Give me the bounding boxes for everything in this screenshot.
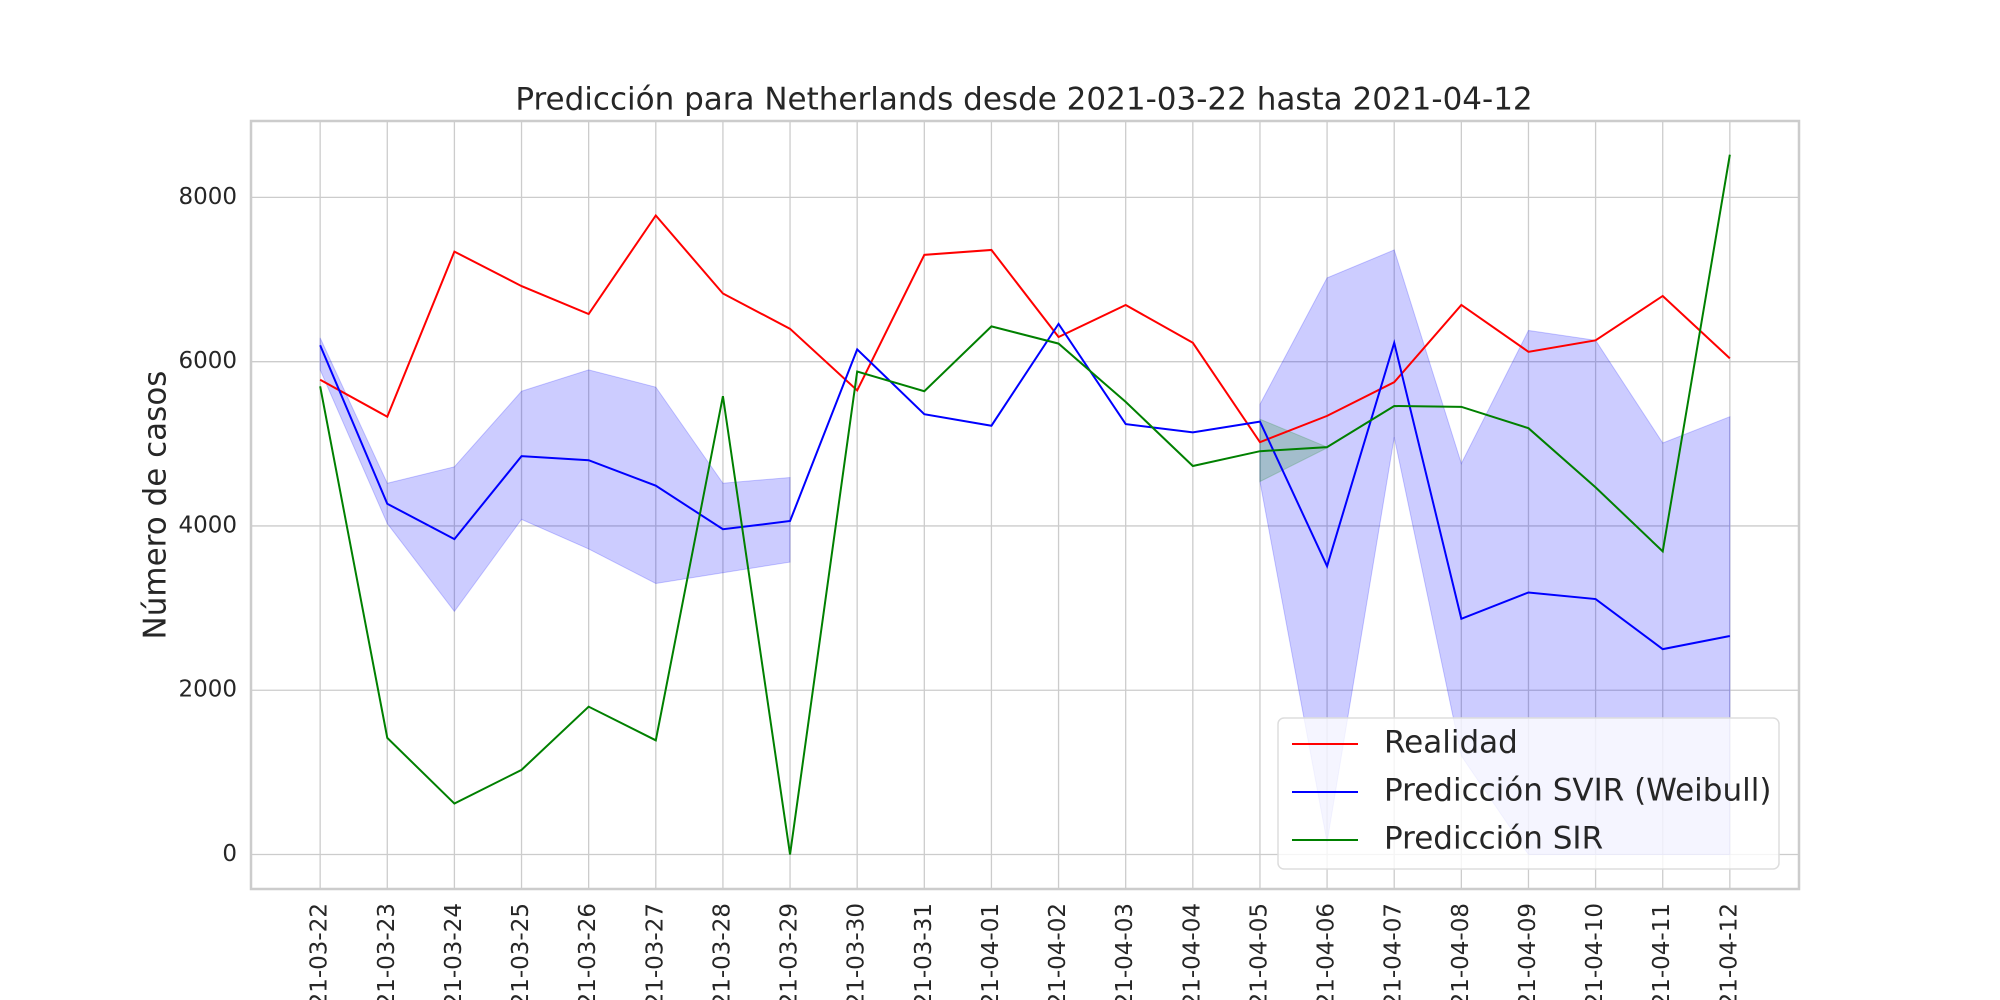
y-tick-label: 4000 [178, 512, 237, 538]
series-line [319, 322, 1731, 651]
x-tick-label: 2021-03-26 [575, 903, 601, 1000]
x-tick-label: 2021-03-30 [844, 903, 870, 1000]
y-tick-label: 0 [222, 841, 237, 867]
plot-area [319, 154, 1731, 856]
x-tick-label: 2021-04-05 [1246, 903, 1272, 1000]
x-tick-label: 2021-03-29 [777, 903, 803, 1000]
legend-label: Realidad [1384, 725, 1518, 761]
x-tick-label: 2021-03-25 [508, 903, 534, 1000]
y-tick-label: 8000 [178, 184, 237, 210]
x-tick-label: 2021-04-02 [1045, 903, 1071, 1000]
y-tick-label: 2000 [178, 677, 237, 703]
x-tick-label: 2021-03-23 [374, 903, 400, 1000]
series-line [319, 213, 1731, 444]
series-line [319, 154, 1731, 855]
x-tick-label: 2021-04-06 [1314, 903, 1340, 1000]
legend-label: Predicción SIR [1384, 821, 1603, 857]
x-tick-label: 2021-04-10 [1582, 903, 1608, 1000]
confidence-band [319, 337, 791, 613]
x-tick-label: 2021-04-07 [1381, 903, 1407, 1000]
legend-label: Predicción SVIR (Weibull) [1384, 773, 1771, 809]
chart-title: Predicción para Netherlands desde 2021-0… [515, 82, 1532, 118]
x-tick-label: 2021-03-24 [441, 903, 467, 1000]
x-tick-label: 2021-04-04 [1179, 903, 1205, 1000]
plot-frame [249, 119, 1801, 891]
x-tick-label: 2021-04-01 [978, 903, 1004, 1000]
y-axis-label: Número de casos [138, 371, 174, 640]
x-tick-label: 2021-04-09 [1515, 903, 1541, 1000]
y-tick-label: 6000 [178, 348, 237, 374]
x-tick-label: 2021-04-08 [1448, 903, 1474, 1000]
x-tick-label: 2021-03-31 [911, 903, 937, 1000]
x-tick-label: 2021-04-03 [1112, 903, 1138, 1000]
x-tick-label: 2021-03-27 [642, 903, 668, 1000]
x-tick-label: 2021-04-11 [1649, 903, 1675, 1000]
x-tick-label: 2021-03-28 [709, 903, 735, 1000]
x-tick-label: 2021-04-12 [1716, 903, 1742, 1000]
legend-box [1277, 717, 1780, 870]
x-tick-label: 2021-03-22 [307, 903, 333, 1000]
